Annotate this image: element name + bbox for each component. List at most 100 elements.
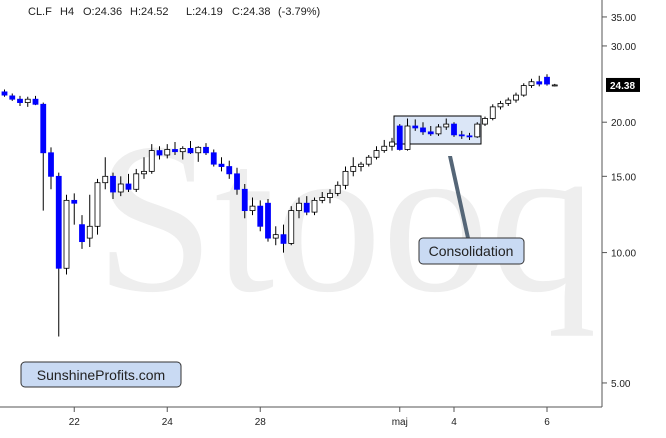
candle-body <box>482 118 488 125</box>
candle-body <box>164 149 171 156</box>
candle-body <box>141 170 147 175</box>
candle-body <box>303 202 310 213</box>
candle-body <box>94 182 101 227</box>
header-item: H:24.52 <box>130 6 169 18</box>
candle-body <box>319 197 326 201</box>
candle-body <box>435 126 442 135</box>
source: SunshineProfits.com <box>37 367 165 383</box>
candle-body <box>210 152 217 165</box>
candle-body <box>544 76 550 85</box>
annotation-arrow <box>448 156 470 238</box>
candle-body <box>350 166 357 172</box>
candle-body <box>474 123 481 138</box>
y-tick-label: 20.00 <box>611 118 636 129</box>
candle-body <box>358 163 364 167</box>
header-item: (-3.79%) <box>278 6 320 18</box>
candle-body <box>133 173 140 190</box>
candle-body <box>9 95 16 100</box>
x-tick-label: 22 <box>69 417 81 428</box>
header-item: H4 <box>60 6 74 18</box>
candle-body <box>110 175 116 193</box>
candle-body <box>342 170 349 186</box>
candle-body <box>55 175 62 269</box>
candle-body <box>71 199 78 204</box>
candle-body <box>17 98 23 103</box>
candle-body <box>234 173 240 190</box>
y-tick-label: 35.00 <box>611 13 636 24</box>
candle-body <box>148 150 155 172</box>
annotation-box <box>418 237 525 265</box>
candle-body <box>396 125 403 150</box>
candle-body <box>280 234 287 244</box>
header-item: O:24.36 <box>83 6 122 18</box>
candle-body <box>86 225 93 239</box>
candle-body <box>32 98 39 105</box>
candle-body <box>272 234 279 239</box>
candle-body <box>412 125 419 129</box>
candle-body <box>420 127 426 133</box>
y-tick-label: 15.00 <box>611 172 636 183</box>
candle-body <box>226 166 233 175</box>
candle-body <box>311 199 318 213</box>
candle-body <box>79 224 85 243</box>
y-tick-label: 30.00 <box>611 42 636 53</box>
candle-body <box>48 152 54 177</box>
x-tick-label: 24 <box>162 417 174 428</box>
candle-body <box>241 188 248 212</box>
candle-body <box>249 205 256 212</box>
candle-body <box>381 145 388 151</box>
candle-body <box>296 202 302 212</box>
candle-body <box>179 148 186 153</box>
watermark: Stooq <box>95 98 597 337</box>
candle-body <box>327 192 333 198</box>
x-tick-label: maj <box>392 417 408 428</box>
header-item: L:24.19 <box>186 6 223 18</box>
candle-body <box>257 205 264 227</box>
candle-body <box>125 183 132 190</box>
candle-body <box>404 125 411 150</box>
candle-body <box>117 183 124 193</box>
candle-body <box>497 103 504 108</box>
candle-body <box>288 210 295 244</box>
x-tick-label: 4 <box>451 417 457 428</box>
candle-body <box>520 85 527 96</box>
candle-body <box>443 123 450 128</box>
candle-body <box>40 103 47 154</box>
candle-body <box>551 84 558 87</box>
x-tick-label: 6 <box>544 417 550 428</box>
x-tick-label: 28 <box>255 417 267 428</box>
header-item: C:24.38 <box>232 6 271 18</box>
last-price-label: 24.38 <box>610 81 635 92</box>
candle-body <box>1 91 8 96</box>
candle-body <box>334 184 341 194</box>
candle-body <box>187 148 194 154</box>
header-item: CL.F <box>28 6 52 18</box>
candle-body <box>489 106 496 119</box>
y-tick-label: 10.00 <box>611 249 636 260</box>
candle-body <box>156 150 163 156</box>
candle-body <box>265 202 271 239</box>
candle-body <box>172 149 178 153</box>
candle-body <box>389 141 395 147</box>
candle-body <box>427 131 434 135</box>
annotation: Consolidation <box>429 243 514 259</box>
y-tick-label: 5.00 <box>611 379 631 390</box>
candle-body <box>24 98 31 103</box>
source-box <box>20 361 182 388</box>
candle-body <box>218 163 225 167</box>
candle-body <box>373 150 380 158</box>
candle-body <box>513 94 519 101</box>
candle-body <box>63 199 70 269</box>
candle-body <box>451 123 457 136</box>
candle-body <box>458 134 465 137</box>
last-price-box <box>606 77 640 92</box>
candle-body <box>505 99 512 104</box>
candle-body <box>466 135 473 138</box>
candle-body <box>195 146 202 154</box>
candle-body <box>365 156 372 165</box>
candle-body <box>102 175 109 184</box>
candle-body <box>536 81 543 85</box>
candle-body <box>203 146 209 154</box>
candle-body <box>528 81 535 86</box>
